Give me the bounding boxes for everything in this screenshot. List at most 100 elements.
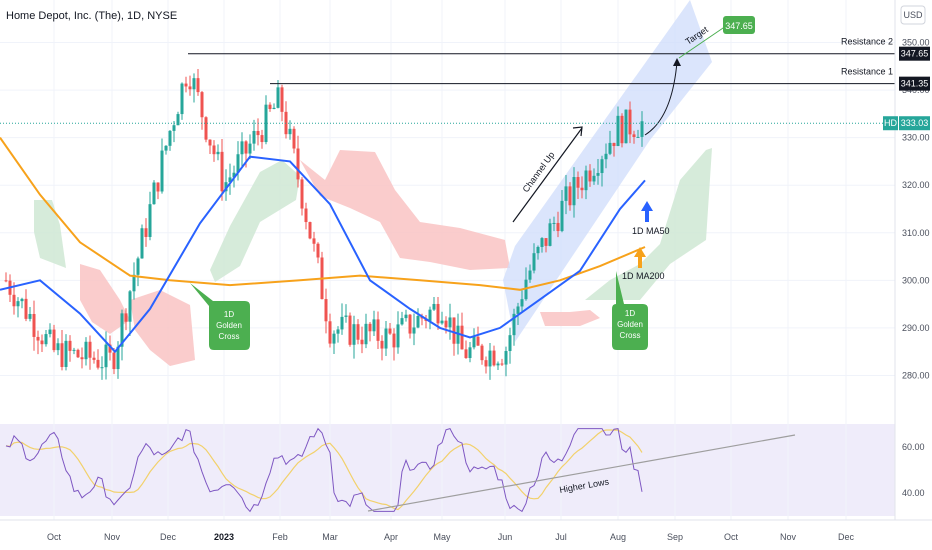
candle-body xyxy=(384,328,388,349)
candle-body xyxy=(580,187,584,191)
resistance-1-tag-text: 341.35 xyxy=(901,79,929,89)
candle-body xyxy=(484,360,488,367)
grid xyxy=(0,0,895,520)
time-tick: Sep xyxy=(667,532,683,542)
candle-body xyxy=(460,325,464,350)
candle-body xyxy=(144,228,148,237)
candle-body xyxy=(280,87,284,112)
candle-body xyxy=(336,329,340,334)
candle-body xyxy=(64,340,68,367)
target-value: 347.65 xyxy=(725,21,753,31)
candle-body xyxy=(236,154,240,173)
candle-body xyxy=(104,344,108,368)
cloud-green xyxy=(34,200,66,268)
candle-body xyxy=(316,243,320,258)
candle-body xyxy=(372,319,376,332)
rsi-band xyxy=(0,424,895,516)
candle-body xyxy=(288,128,292,135)
candle-body xyxy=(356,324,360,340)
cloud-red xyxy=(130,290,195,366)
candle-body xyxy=(244,141,248,154)
candle-body xyxy=(328,321,332,344)
candle-body xyxy=(52,329,56,351)
resistance-2-tag-text: 347.65 xyxy=(901,49,929,59)
candle-body xyxy=(520,299,524,307)
candle-body xyxy=(588,170,592,182)
candle-body xyxy=(412,327,416,334)
candle-body xyxy=(568,186,572,206)
candle-body xyxy=(332,333,336,344)
candle-body xyxy=(252,130,256,144)
candle-body xyxy=(200,92,204,118)
candle-body xyxy=(12,294,16,307)
candle-body xyxy=(440,320,444,324)
candle-body xyxy=(124,313,128,322)
candle-body xyxy=(464,349,468,359)
candle-body xyxy=(612,142,616,146)
chart-title: Home Depot, Inc. (The), 1D, NYSE xyxy=(6,10,177,22)
candle-body xyxy=(596,173,600,176)
candle-body xyxy=(636,136,640,138)
candle-body xyxy=(448,317,452,328)
price-tick: 290.00 xyxy=(902,323,930,333)
candle-body xyxy=(20,298,24,302)
candle-body xyxy=(84,341,88,360)
time-tick: Oct xyxy=(724,532,739,542)
candle-body xyxy=(536,246,540,254)
candle-body xyxy=(224,182,228,192)
candle-body xyxy=(572,177,576,206)
candle-body xyxy=(120,313,124,347)
candle-body xyxy=(432,303,436,310)
candle-body xyxy=(324,299,328,322)
candle-body xyxy=(164,145,168,151)
candle-body xyxy=(380,340,384,349)
candle-body xyxy=(388,328,392,334)
candle-body xyxy=(616,115,620,146)
candle-body xyxy=(196,78,200,93)
candle-body xyxy=(44,334,48,345)
last-price-tag xyxy=(899,116,930,131)
golden-cross-callout-1 xyxy=(190,283,250,350)
currency-button[interactable] xyxy=(900,5,926,25)
candle-body xyxy=(392,333,396,348)
candle-body xyxy=(228,177,232,183)
resistance-2-label: Resistance 2 xyxy=(841,37,893,47)
price-tick: 280.00 xyxy=(902,370,930,380)
candle-body xyxy=(272,107,276,109)
candle-body xyxy=(576,177,580,188)
candle-body xyxy=(176,114,180,126)
golden-cross-text-2a: 1D xyxy=(625,309,635,318)
candle-body xyxy=(308,222,312,239)
candle-body xyxy=(240,141,244,155)
candle-body xyxy=(248,143,252,154)
candle-body xyxy=(640,121,644,137)
candle-body xyxy=(184,83,188,87)
candle-body xyxy=(48,329,52,335)
candle-body xyxy=(4,280,8,282)
candle-body xyxy=(508,335,512,352)
candle-body xyxy=(564,186,568,201)
candle-body xyxy=(504,351,508,365)
projection-arrow-head xyxy=(673,58,681,66)
candle-body xyxy=(128,291,132,322)
time-tick: Aug xyxy=(610,532,626,542)
candle-body xyxy=(600,159,604,174)
candle-body xyxy=(452,317,456,344)
resistance-2-tag xyxy=(899,46,930,61)
candle-body xyxy=(488,350,492,367)
candle-body xyxy=(428,309,432,321)
candle-body xyxy=(296,148,300,180)
candle-body xyxy=(188,86,192,90)
golden-cross-text-1a: 1D xyxy=(224,310,234,319)
candle-body xyxy=(468,347,472,359)
ma200-label: 1D MA200 xyxy=(622,271,665,281)
candle-body xyxy=(376,319,380,341)
candle-body xyxy=(312,238,316,244)
candle-body xyxy=(348,315,352,345)
candle-body xyxy=(604,153,608,160)
candle-body xyxy=(620,115,624,144)
candle-body xyxy=(40,340,44,345)
candle-body xyxy=(112,352,116,370)
candle-body xyxy=(80,357,84,360)
